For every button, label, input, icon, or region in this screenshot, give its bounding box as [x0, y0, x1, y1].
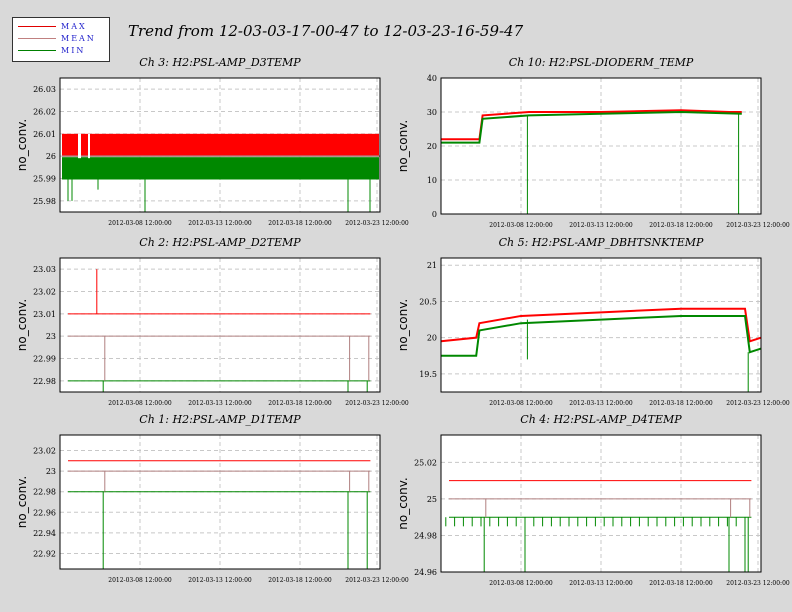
x-tick-label: 2012-03-18 12:00:00 [649, 400, 713, 407]
x-tick-label: 2012-03-08 12:00:00 [489, 400, 553, 407]
y-tick-label: 30 [427, 108, 437, 117]
y-tick-label: 25.98 [33, 197, 56, 206]
x-tick-label: 2012-03-23 12:00:00 [345, 577, 409, 584]
y-tick-label: 20 [427, 334, 437, 343]
x-tick-label: 2012-03-18 12:00:00 [649, 580, 713, 587]
band-gap [78, 133, 81, 159]
y-tick-label: 25.02 [414, 458, 437, 467]
y-tick-label: 10 [427, 176, 437, 185]
plot-border [440, 77, 762, 215]
x-tick-label: 2012-03-08 12:00:00 [108, 220, 172, 227]
y-tick-label: 26.03 [33, 85, 56, 94]
y-axis-label: no_conv. [15, 119, 29, 171]
x-tick-label: 2012-03-13 12:00:00 [188, 577, 252, 584]
x-tick-label: 2012-03-13 12:00:00 [188, 400, 252, 407]
y-axis-label: no_conv. [15, 476, 29, 528]
x-tick-label: 2012-03-13 12:00:00 [188, 220, 252, 227]
x-tick-label: 2012-03-23 12:00:00 [345, 400, 409, 407]
y-tick-label: 40 [427, 74, 437, 83]
panel-3: 22.98 22.99 23 23.01 23.02 23.03 2012-03-08 12… [15, 236, 409, 407]
y-tick-label: 23 [46, 332, 56, 341]
y-tick-label: 26.02 [33, 108, 56, 117]
panel-4: 19.5 20 20.5 21 2012-03-08 12:00:00 2012-03-1… [396, 236, 790, 407]
x-tick-label: 2012-03-08 12:00:00 [108, 577, 172, 584]
panel-6: 24.96 24.98 25 25.02 2012-03-08 12:00:00 2012… [396, 413, 790, 587]
y-tick-label: 22.98 [33, 377, 56, 386]
y-tick-label: 25 [427, 495, 437, 504]
y-tick-label: 23.03 [33, 265, 56, 274]
legend-item-max: MAX [13, 21, 109, 33]
chart-title: Ch 1: H2:PSL-AMP_D1TEMP [139, 413, 301, 426]
x-tick-label: 2012-03-18 12:00:00 [649, 222, 713, 229]
series-band-min [62, 157, 379, 180]
series-line-min [441, 314, 762, 357]
series-line-min [441, 110, 742, 144]
x-tick-label: 2012-03-18 12:00:00 [268, 400, 332, 407]
panel-1: 25.98 25.99 26 26.01 26.02 26.03 2012-03-08 12… [15, 56, 409, 227]
y-tick-label: 23 [46, 467, 56, 476]
y-tick-label: 19.5 [419, 370, 437, 379]
x-tick-label: 2012-03-08 12:00:00 [108, 400, 172, 407]
plot-border [59, 434, 381, 570]
y-tick-label: 26.01 [33, 130, 56, 139]
y-tick-label: 22.98 [33, 488, 56, 497]
legend-item-mean: MEAN [13, 33, 109, 45]
y-tick-label: 20.5 [419, 297, 437, 306]
y-tick-label: 22.96 [33, 508, 56, 517]
y-tick-label: 0 [432, 210, 437, 219]
x-tick-label: 2012-03-23 12:00:00 [726, 400, 790, 407]
chart-title: Ch 2: H2:PSL-AMP_D2TEMP [139, 236, 301, 249]
y-tick-label: 22.94 [33, 529, 56, 538]
series-band-max [62, 133, 379, 157]
x-tick-label: 2012-03-13 12:00:00 [569, 222, 633, 229]
plot-border [440, 257, 762, 393]
y-axis-label: no_conv. [396, 120, 410, 172]
y-tick-label: 20 [427, 142, 437, 151]
y-axis-label: no_conv. [15, 299, 29, 351]
plot-border [59, 77, 381, 213]
y-tick-label: 23.01 [33, 310, 56, 319]
legend-label-mean: MEAN [61, 34, 96, 43]
plot-border [59, 257, 381, 393]
x-tick-label: 2012-03-13 12:00:00 [569, 400, 633, 407]
y-tick-label: 25.99 [33, 175, 56, 184]
panel-2: 0 10 20 30 40 2012-03-08 12:00:00 2012-03-13 1… [396, 56, 790, 229]
x-tick-label: 2012-03-13 12:00:00 [569, 580, 633, 587]
y-tick-label: 22.99 [33, 355, 56, 364]
y-tick-label: 21 [427, 261, 437, 270]
x-tick-label: 2012-03-23 12:00:00 [726, 580, 790, 587]
plot-area [441, 435, 761, 572]
x-tick-label: 2012-03-23 12:00:00 [726, 222, 790, 229]
y-tick-label: 22.92 [33, 550, 56, 559]
x-tick-label: 2012-03-08 12:00:00 [489, 222, 553, 229]
chart-title: Ch 5: H2:PSL-AMP_DBHTSNKTEMP [499, 236, 704, 249]
panel-5: 22.92 22.94 22.96 22.98 23 23.02 2012-03-08 12… [15, 413, 409, 584]
legend-swatch-max [18, 26, 56, 27]
legend-swatch-min [18, 50, 56, 51]
page-title: Trend from 12-03-03-17-00-47 to 12-03-23… [128, 22, 524, 40]
y-tick-label: 23.02 [33, 288, 56, 297]
legend-label-min: MIN [61, 46, 86, 55]
legend: MAX MEAN MIN [12, 17, 110, 62]
y-axis-label: no_conv. [396, 477, 410, 529]
y-tick-label: 26 [46, 152, 56, 161]
chart-title: Ch 10: H2:PSL-DIODERM_TEMP [509, 56, 694, 69]
chart-title: Ch 4: H2:PSL-AMP_D4TEMP [520, 413, 682, 426]
legend-label-max: MAX [61, 22, 87, 31]
y-axis-label: no_conv. [396, 299, 410, 351]
band-gap [88, 133, 90, 159]
x-tick-label: 2012-03-08 12:00:00 [489, 580, 553, 587]
legend-swatch-mean [18, 38, 56, 39]
legend-item-min: MIN [13, 45, 109, 57]
x-tick-label: 2012-03-18 12:00:00 [268, 220, 332, 227]
y-tick-label: 23.02 [33, 446, 56, 455]
x-tick-label: 2012-03-18 12:00:00 [268, 577, 332, 584]
plot-border [440, 434, 762, 573]
y-tick-label: 24.96 [414, 568, 437, 577]
y-tick-label: 24.98 [414, 531, 437, 540]
x-tick-label: 2012-03-23 12:00:00 [345, 220, 409, 227]
chart-title: Ch 3: H2:PSL-AMP_D3TEMP [139, 56, 301, 69]
series-line-max [440, 307, 762, 343]
